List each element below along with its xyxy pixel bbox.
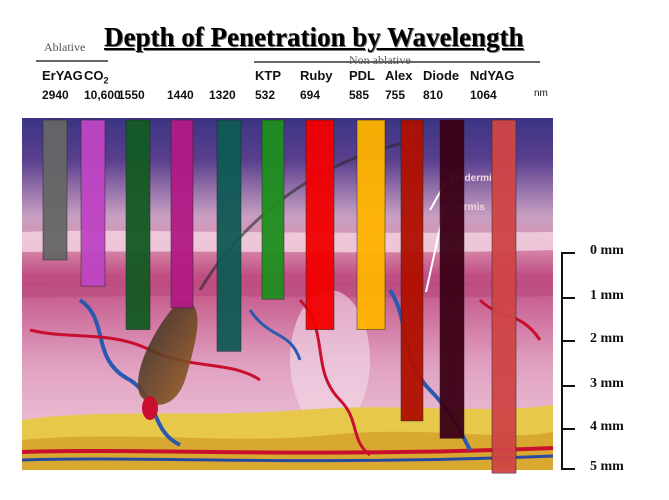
laser-bar-1320: [216, 119, 242, 352]
depth-tick: [561, 340, 575, 342]
laser-bar-1550: [125, 119, 151, 330]
depth-label: 0 mm: [590, 243, 624, 258]
depth-tick: [561, 428, 575, 430]
laser-name: NdYAG: [470, 68, 515, 83]
laser-bar-ktp: [261, 119, 285, 300]
laser-bar-alex: [400, 119, 424, 422]
depth-label: 4 mm: [590, 419, 624, 434]
laser-wavelength: 1064: [470, 88, 497, 102]
laser-name: PDL: [349, 68, 375, 83]
ablative-group-line: [36, 60, 108, 62]
laser-wavelength: 585: [349, 88, 370, 102]
laser-wavelength: 532: [255, 88, 276, 102]
depth-label: 2 mm: [590, 331, 624, 346]
depth-tick: [561, 252, 575, 254]
laser-wavelength: 1320: [209, 88, 236, 102]
depth-label: 3 mm: [590, 376, 624, 391]
laser-bar-1440: [170, 119, 194, 309]
depth-label: 5 mm: [590, 459, 624, 474]
depth-tick: [561, 468, 575, 470]
laser-wavelength: 10,600: [84, 88, 121, 102]
laser-bar-ruby: [305, 119, 335, 330]
laser-name: Ruby: [300, 68, 333, 83]
laser-wavelength: 2940: [42, 88, 69, 102]
non-ablative-group-line: [254, 61, 540, 63]
depth-scale-line: [561, 252, 563, 468]
laser-name: CO2: [84, 68, 109, 86]
depth-label: 1 mm: [590, 288, 624, 303]
epidermis-label: Epidermis: [449, 173, 498, 184]
depth-tick: [561, 385, 575, 387]
laser-bar-eryag: [42, 119, 68, 261]
laser-wavelength: 755: [385, 88, 406, 102]
depth-tick: [561, 297, 575, 299]
laser-wavelength: 694: [300, 88, 321, 102]
laser-wavelength: 810: [423, 88, 444, 102]
laser-bar-ndyag: [491, 119, 517, 474]
laser-bars: [42, 119, 517, 474]
ablative-group-label: Ablative: [44, 40, 86, 54]
wavelength-unit: nm: [534, 88, 548, 99]
laser-bar-diode: [439, 119, 465, 439]
laser-bar-pdl: [356, 119, 386, 330]
laser-name: Alex: [385, 68, 413, 83]
page-title: Depth of Penetration by Wavelength: [104, 22, 524, 52]
laser-name: ErYAG: [42, 68, 83, 83]
laser-name: KTP: [255, 68, 281, 83]
laser-wavelength: 1440: [167, 88, 194, 102]
laser-bar-co2: [80, 119, 106, 287]
non-ablative-group-label: Non ablative: [349, 53, 411, 67]
laser-wavelength: 1550: [118, 88, 145, 102]
laser-name: Diode: [423, 68, 460, 83]
dermis-label: Dermis: [451, 202, 485, 213]
